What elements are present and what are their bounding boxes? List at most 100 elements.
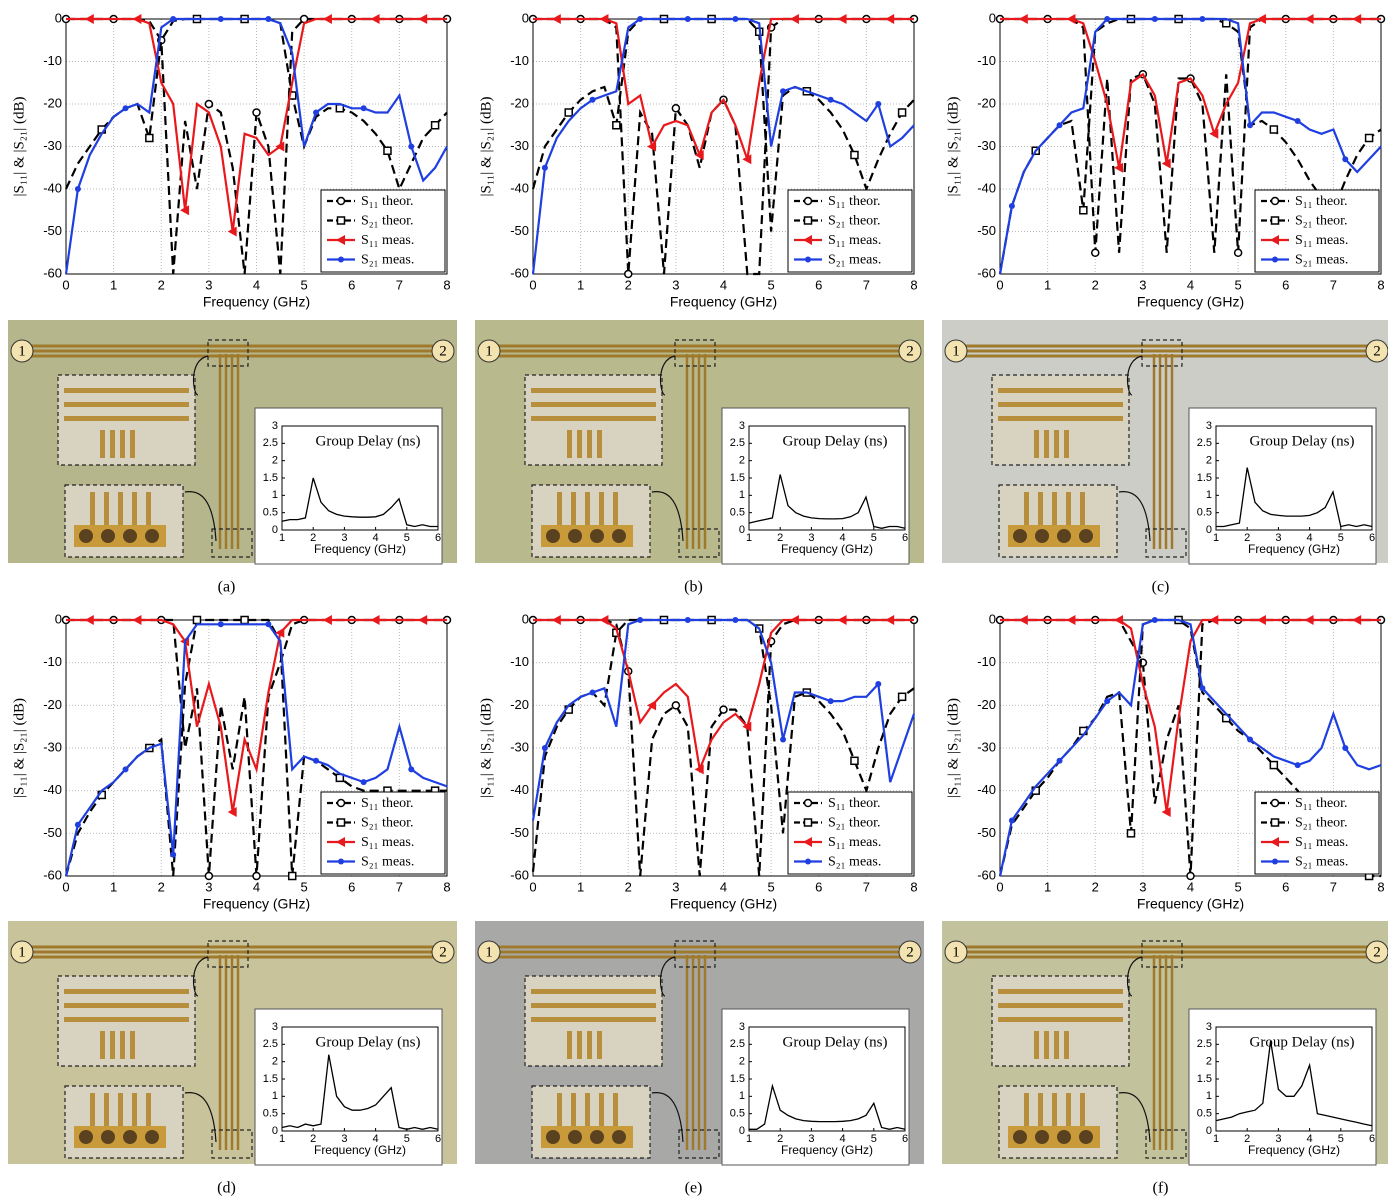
x-tick-label: 7	[396, 879, 403, 894]
x-tick-label: 7	[863, 277, 870, 292]
series-line	[1000, 17, 1381, 169]
port-circle	[944, 940, 968, 964]
port-label: 1	[952, 343, 960, 359]
inset-stub	[585, 492, 590, 525]
inset-box	[531, 484, 651, 558]
marker	[850, 150, 859, 160]
port-label: 2	[1373, 343, 1381, 359]
legend-marker	[336, 798, 346, 808]
marker	[1018, 14, 1028, 24]
marker	[551, 14, 561, 24]
detail-box	[678, 528, 720, 558]
legend-label: S₂₁ theor.	[361, 214, 414, 229]
y-tick-label: 3	[1206, 1021, 1212, 1033]
marker	[275, 627, 285, 638]
x-tick-label: 2	[625, 879, 632, 894]
marker	[1247, 736, 1254, 743]
y-tick-label: 3	[272, 1021, 278, 1033]
marker	[684, 16, 691, 22]
y-tick-label: 0	[1206, 524, 1212, 536]
y-tick-label: -50	[977, 223, 996, 238]
inset-stub	[1052, 1093, 1057, 1126]
marker	[742, 154, 752, 165]
inset-line	[998, 1003, 1123, 1008]
inset-stub	[577, 430, 582, 458]
y-tick-label: 1	[1206, 1090, 1212, 1102]
marker	[780, 88, 787, 95]
marker	[671, 701, 681, 710]
marker	[1233, 248, 1243, 257]
inset-pad	[1008, 1126, 1100, 1148]
marker	[418, 615, 428, 625]
marker	[287, 871, 297, 881]
port-circle	[1365, 339, 1388, 363]
y-tick-label: -20	[510, 95, 529, 110]
inset-stub	[130, 1031, 135, 1059]
legend-marker	[803, 196, 813, 206]
inset-stub	[1024, 492, 1029, 525]
x-tick-label: 1	[110, 879, 117, 894]
arrow	[1127, 956, 1143, 997]
x-tick-label: 7	[1330, 277, 1337, 292]
inset-line	[998, 388, 1123, 393]
plot-frame	[748, 425, 906, 531]
x-tick-label: 5	[1338, 1133, 1344, 1145]
inset-box	[524, 374, 663, 466]
inset-box	[991, 975, 1130, 1067]
legend-label: S₂₁ meas.	[1295, 855, 1348, 870]
inset-stub	[1052, 492, 1057, 525]
marker	[541, 164, 548, 171]
legend-label: S₂₁ theor.	[361, 816, 414, 831]
via	[590, 529, 604, 543]
y-tick-label: -20	[977, 95, 996, 110]
y-tick-label: 2.5	[263, 1038, 278, 1050]
inset-box	[524, 975, 663, 1067]
marker	[418, 14, 428, 24]
x-tick-label: 6	[348, 277, 355, 292]
marker	[1018, 615, 1028, 625]
legend-marker	[805, 858, 811, 865]
inset-stub	[120, 1031, 125, 1059]
inset-line	[531, 388, 656, 393]
marker	[850, 756, 859, 766]
series-line	[66, 17, 447, 232]
x-tick-label: 5	[404, 532, 410, 544]
x-tick-label: 1	[279, 532, 285, 544]
inset-stub	[567, 1031, 572, 1059]
marker	[1104, 698, 1111, 705]
marker	[227, 807, 237, 817]
y-tick-label: -10	[977, 53, 996, 68]
x-tick-label: 6	[1369, 1133, 1375, 1145]
inset-stub	[132, 1093, 137, 1126]
legend-label: S₂₁ meas.	[828, 253, 881, 268]
x-tick-label: 1	[1213, 1133, 1219, 1145]
legend-label: S₂₁ meas.	[361, 253, 414, 268]
inset-stub	[557, 492, 562, 525]
marker	[1304, 615, 1314, 625]
marker	[1352, 615, 1362, 625]
inset-stub	[1064, 1031, 1069, 1059]
port-circle	[898, 940, 922, 964]
y-tick-label: 3	[739, 1021, 745, 1033]
inset-box	[57, 975, 196, 1067]
marker	[827, 96, 834, 103]
detail-box	[678, 1129, 720, 1159]
detail-box	[211, 528, 253, 558]
legend-label: S₁₁ theor.	[1295, 796, 1348, 811]
x-tick-label: 2	[158, 277, 165, 292]
detail-box	[1145, 1129, 1187, 1159]
inset-stub	[104, 1093, 109, 1126]
marker	[732, 617, 739, 623]
inset-line	[531, 1003, 656, 1008]
chart-title: Group Delay (ns)	[783, 1034, 888, 1050]
marker	[170, 851, 177, 858]
port-circle	[944, 339, 968, 363]
via	[1079, 1130, 1093, 1144]
inset-chart-background	[721, 407, 910, 565]
inset-line	[64, 1017, 189, 1022]
marker	[192, 615, 202, 625]
y-tick-label: 1.5	[263, 472, 278, 484]
inset-stub	[1080, 492, 1085, 525]
x-tick-label: 6	[815, 277, 822, 292]
x-tick-label: 6	[902, 1133, 908, 1145]
